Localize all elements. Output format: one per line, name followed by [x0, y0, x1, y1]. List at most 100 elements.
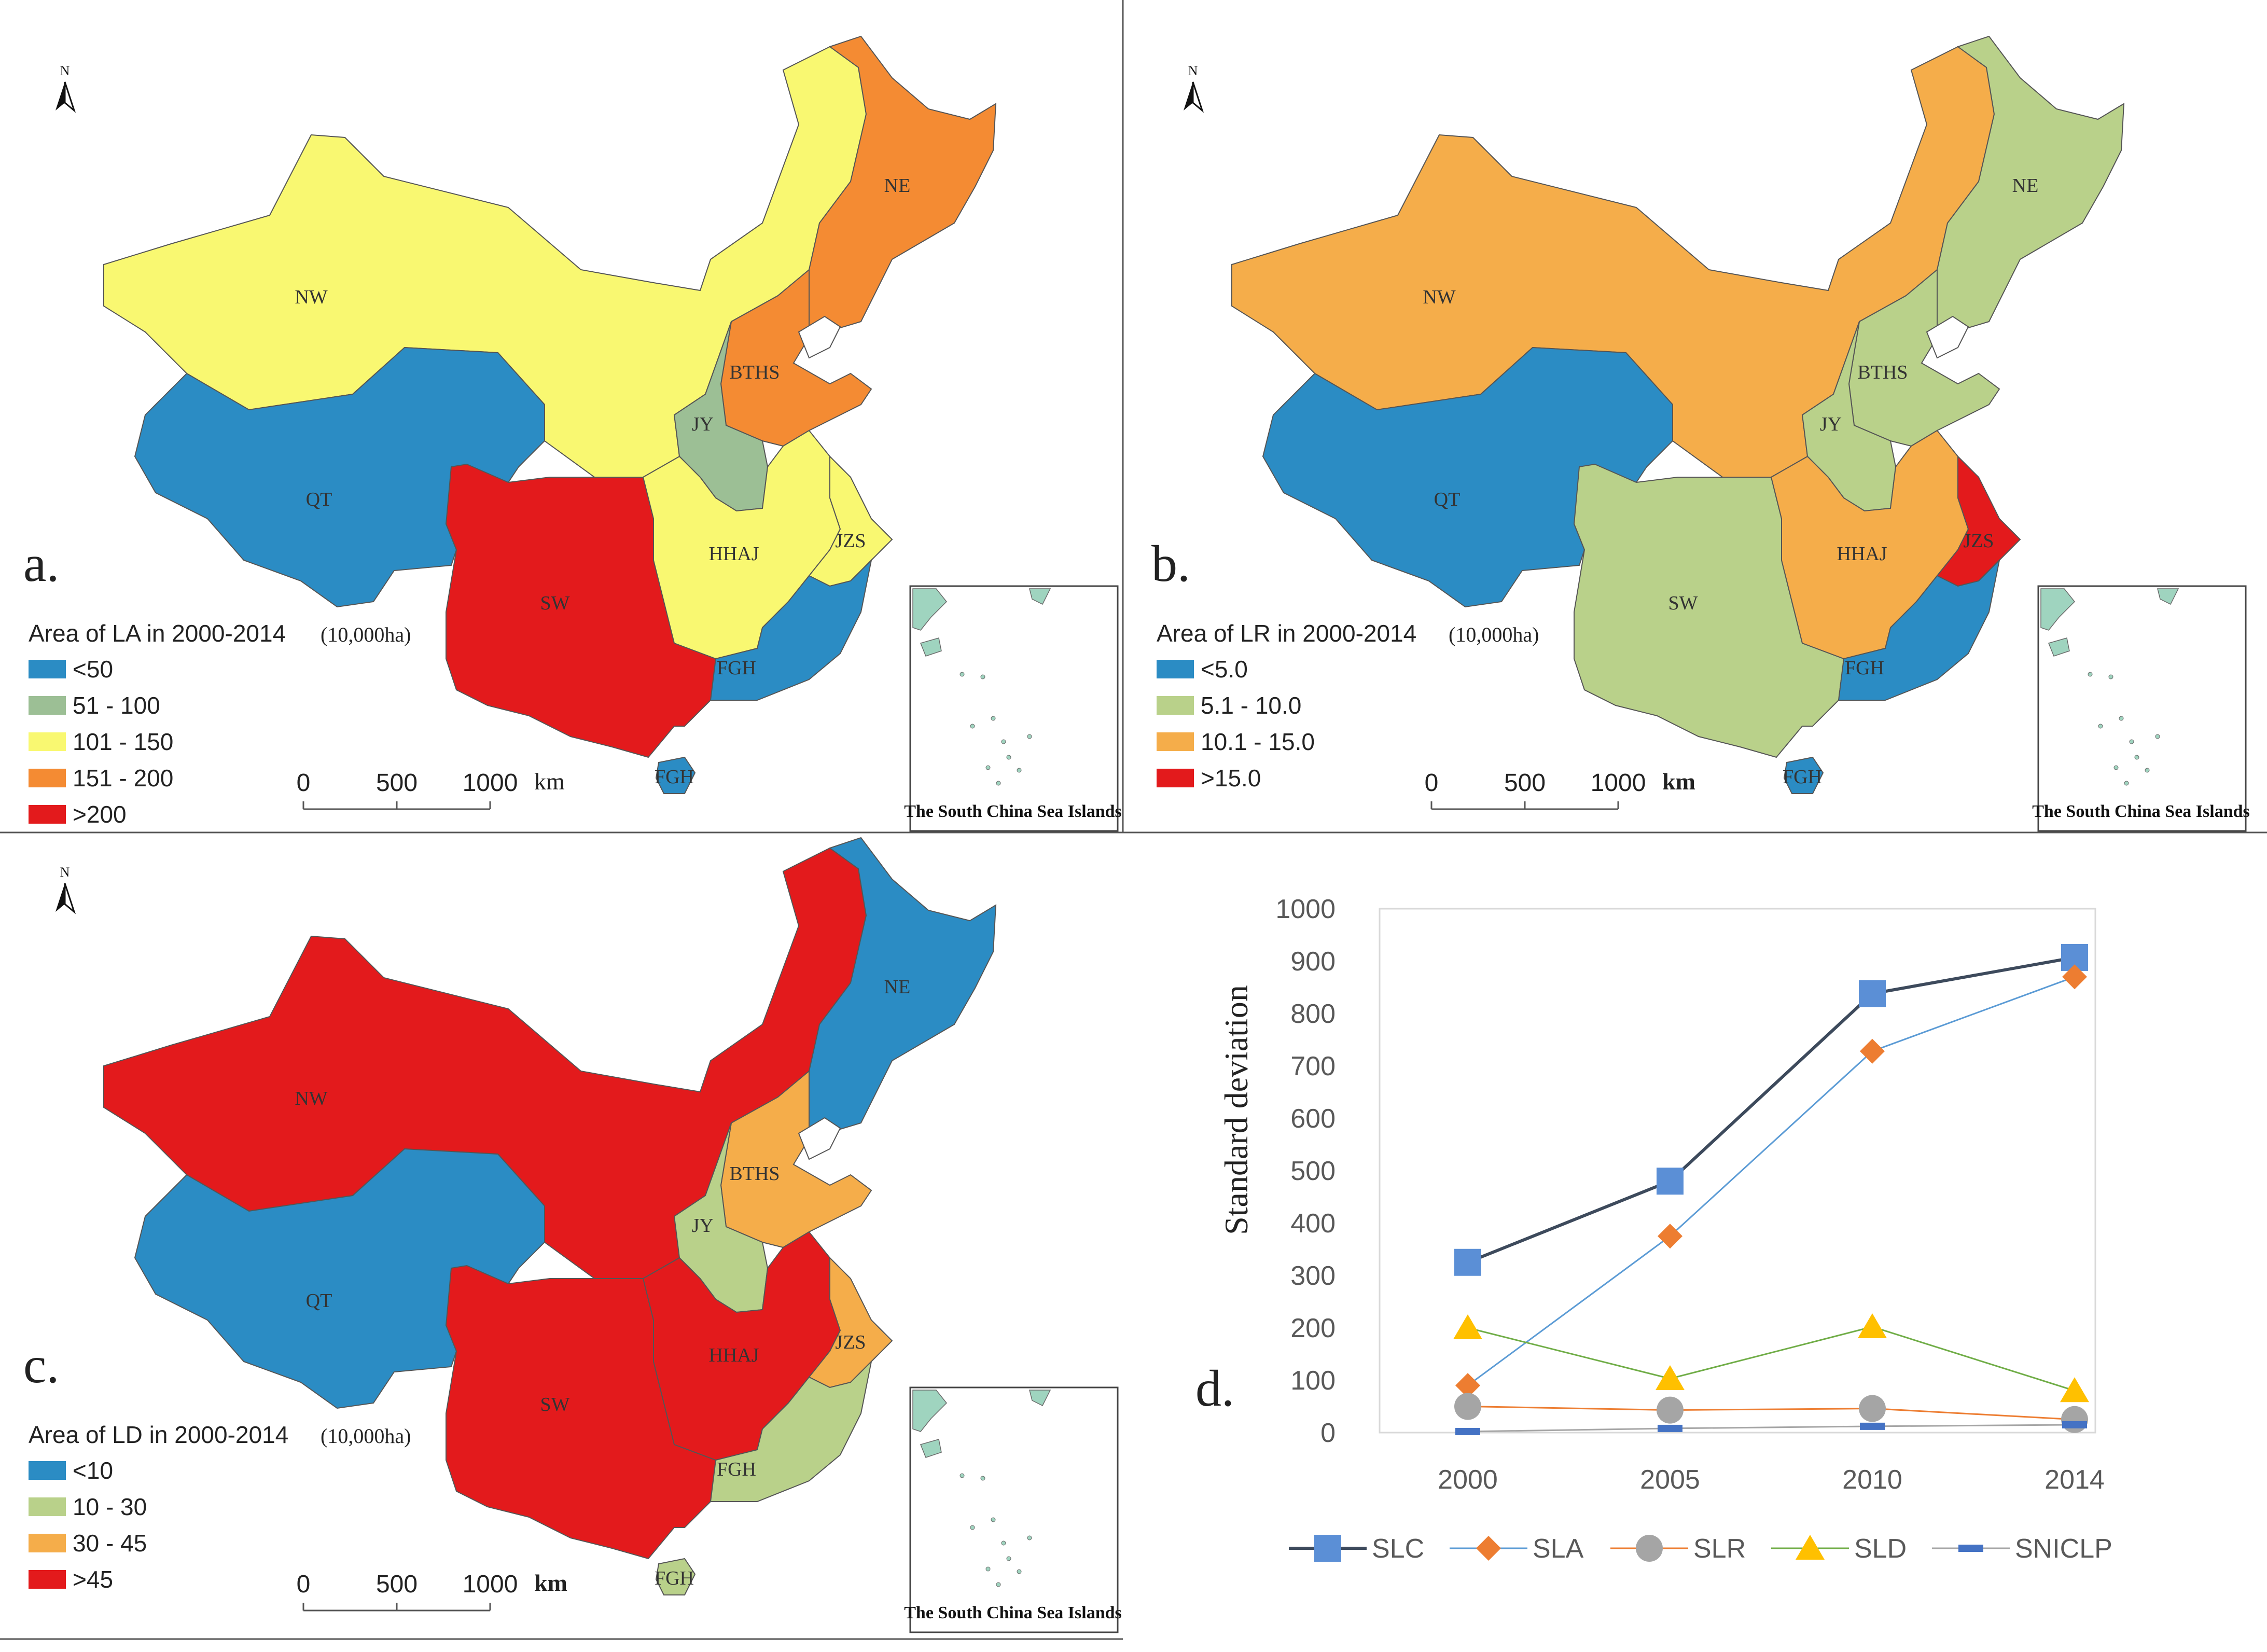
- inset-island: [1001, 739, 1006, 744]
- region-ne: [809, 35, 997, 338]
- legend-label-sld: SLD: [1854, 1534, 1907, 1564]
- marker-sla: [1476, 1536, 1501, 1561]
- marker-slr: [1859, 1395, 1886, 1422]
- x-tick-label: 2010: [1842, 1465, 1902, 1495]
- series-line-sla: [1467, 976, 2075, 1386]
- inset-frame: [909, 1386, 1119, 1633]
- inset-land-coast: [2040, 588, 2076, 631]
- map-panel-a: NW QT SW NE BTHS JY HHAJ JZS FGH FGH Na. Area of L…: [23, 35, 1122, 832]
- region-label-hhaj: HHAJ: [708, 1344, 759, 1366]
- legend-label: 151 - 200: [73, 765, 173, 792]
- y-tick-labels: 0 100 200 300 400 500 600 700 800 900 1000: [1275, 894, 1336, 1448]
- inset-island: [2145, 768, 2150, 773]
- legend-label: <10: [73, 1457, 113, 1484]
- region-label-qt: QT: [306, 1290, 332, 1312]
- china-map: [1231, 35, 2125, 794]
- legend-label: 10.1 - 15.0: [1201, 728, 1315, 755]
- scale-unit: km: [534, 1570, 567, 1596]
- region-label-hhaj: HHAJ: [708, 543, 759, 565]
- inset-island: [1006, 1556, 1011, 1561]
- legend-swatch: [29, 1497, 66, 1516]
- region-label-qt: QT: [1434, 489, 1461, 510]
- line-chart-panel-d: d. Standard deviation 0 100 200 300 400 500 60…: [1195, 894, 2112, 1564]
- north-arrow-icon: [55, 883, 76, 914]
- y-tick-label: 100: [1290, 1366, 1336, 1396]
- region-label-qt: QT: [306, 489, 332, 510]
- inset-land-hainan: [920, 637, 942, 657]
- inset-island: [1027, 1535, 1032, 1540]
- region-fgh: [1838, 558, 2000, 701]
- inset-island: [1006, 755, 1011, 760]
- inset-caption: The South China Sea Islands: [904, 1603, 1122, 1622]
- region-label-fgh-hainan: FGH: [1783, 766, 1822, 788]
- region-label-jy: JY: [1820, 413, 1842, 435]
- series-lines: [1467, 955, 2075, 1433]
- legend-label: 5.1 - 10.0: [1201, 692, 1301, 719]
- region-fgh: [655, 1558, 696, 1595]
- series-markers: [1453, 943, 2089, 1435]
- x-tick-labels: 2000 2005 2010 2014: [1438, 1465, 2105, 1495]
- region-label-bths: BTHS: [729, 362, 780, 383]
- marker-slc: [1454, 1248, 1481, 1276]
- inset-island: [2124, 781, 2129, 786]
- plot-area-frame: [1379, 908, 2096, 1434]
- marker-slr: [1454, 1393, 1481, 1420]
- legend-swatch: [29, 1534, 66, 1552]
- region-label-nw: NW: [1423, 286, 1455, 308]
- legend-label: >45: [73, 1566, 113, 1593]
- map-panel-b: NW QT SW NE BTHS JY HHAJ JZS FGH FGH Nb. Area of L…: [1151, 35, 2250, 832]
- marker-slr: [2061, 1406, 2088, 1433]
- region-label-jy: JY: [692, 1215, 714, 1237]
- map-panel-c: NW QT SW NE BTHS JY HHAJ JZS FGH FGH Nc. Area of L…: [23, 837, 1122, 1633]
- region-label-bths: BTHS: [729, 1163, 780, 1185]
- region-label-ne: NE: [884, 976, 911, 998]
- inset-island: [1001, 1540, 1006, 1546]
- region-sw: [445, 1265, 717, 1560]
- chart-legend: SLC SLA SLR SLD SNICLP: [1289, 1534, 2112, 1564]
- inset-island: [991, 716, 996, 721]
- inset-island: [985, 1566, 991, 1572]
- region-label-sw: SW: [1668, 592, 1698, 614]
- scale-tick-label: 1000: [1591, 769, 1646, 797]
- legend-label-sla: SLA: [1533, 1534, 1584, 1564]
- inset-land-taiwan: [1029, 588, 1051, 605]
- panel-letter: a.: [23, 535, 59, 592]
- marker-sld: [1858, 1313, 1887, 1338]
- panel-letter: b.: [1151, 535, 1190, 592]
- y-axis-label: Standard deviation: [1218, 985, 1255, 1235]
- inset-island: [2119, 716, 2124, 721]
- scale-tick-label: 1000: [463, 769, 518, 797]
- legend-swatch: [29, 1461, 66, 1480]
- scale-unit: km: [1662, 768, 1695, 795]
- marker-sld: [1796, 1535, 1825, 1560]
- scale-tick-label: 0: [297, 769, 311, 797]
- y-tick-label: 300: [1290, 1261, 1336, 1291]
- legend-swatch: [29, 696, 66, 715]
- y-tick-label: 500: [1290, 1156, 1336, 1186]
- legend-label: 10 - 30: [73, 1493, 147, 1520]
- region-label-fgh: FGH: [1845, 657, 1884, 679]
- marker-sla: [1658, 1224, 1682, 1249]
- region-label-fgh-hainan: FGH: [655, 766, 694, 788]
- region-sw: [445, 463, 717, 758]
- legend-label: 51 - 100: [73, 692, 160, 719]
- legend-swatch: [1157, 769, 1194, 787]
- legend-unit: (10,000ha): [1449, 623, 1539, 646]
- marker-slc: [1314, 1535, 1341, 1562]
- bohai-sea: [798, 315, 841, 359]
- scale-tick-label: 500: [1504, 769, 1546, 797]
- bohai-sea: [1926, 315, 1969, 359]
- inset-island: [985, 765, 991, 770]
- legend-label-slr: SLR: [1693, 1534, 1746, 1564]
- region-label-jzs: JZS: [1963, 530, 1994, 552]
- y-tick-label: 600: [1290, 1104, 1336, 1134]
- legend-label: 30 - 45: [73, 1530, 147, 1557]
- inset-island: [980, 1476, 985, 1481]
- marker-sniclp: [1455, 1427, 1480, 1435]
- legend-label-sniclp: SNICLP: [2015, 1534, 2112, 1564]
- inset-land-coast: [912, 588, 948, 631]
- y-tick-label: 1000: [1275, 894, 1336, 924]
- inset-island: [980, 674, 985, 679]
- inset-island: [959, 1473, 965, 1478]
- x-tick-label: 2005: [1640, 1465, 1700, 1495]
